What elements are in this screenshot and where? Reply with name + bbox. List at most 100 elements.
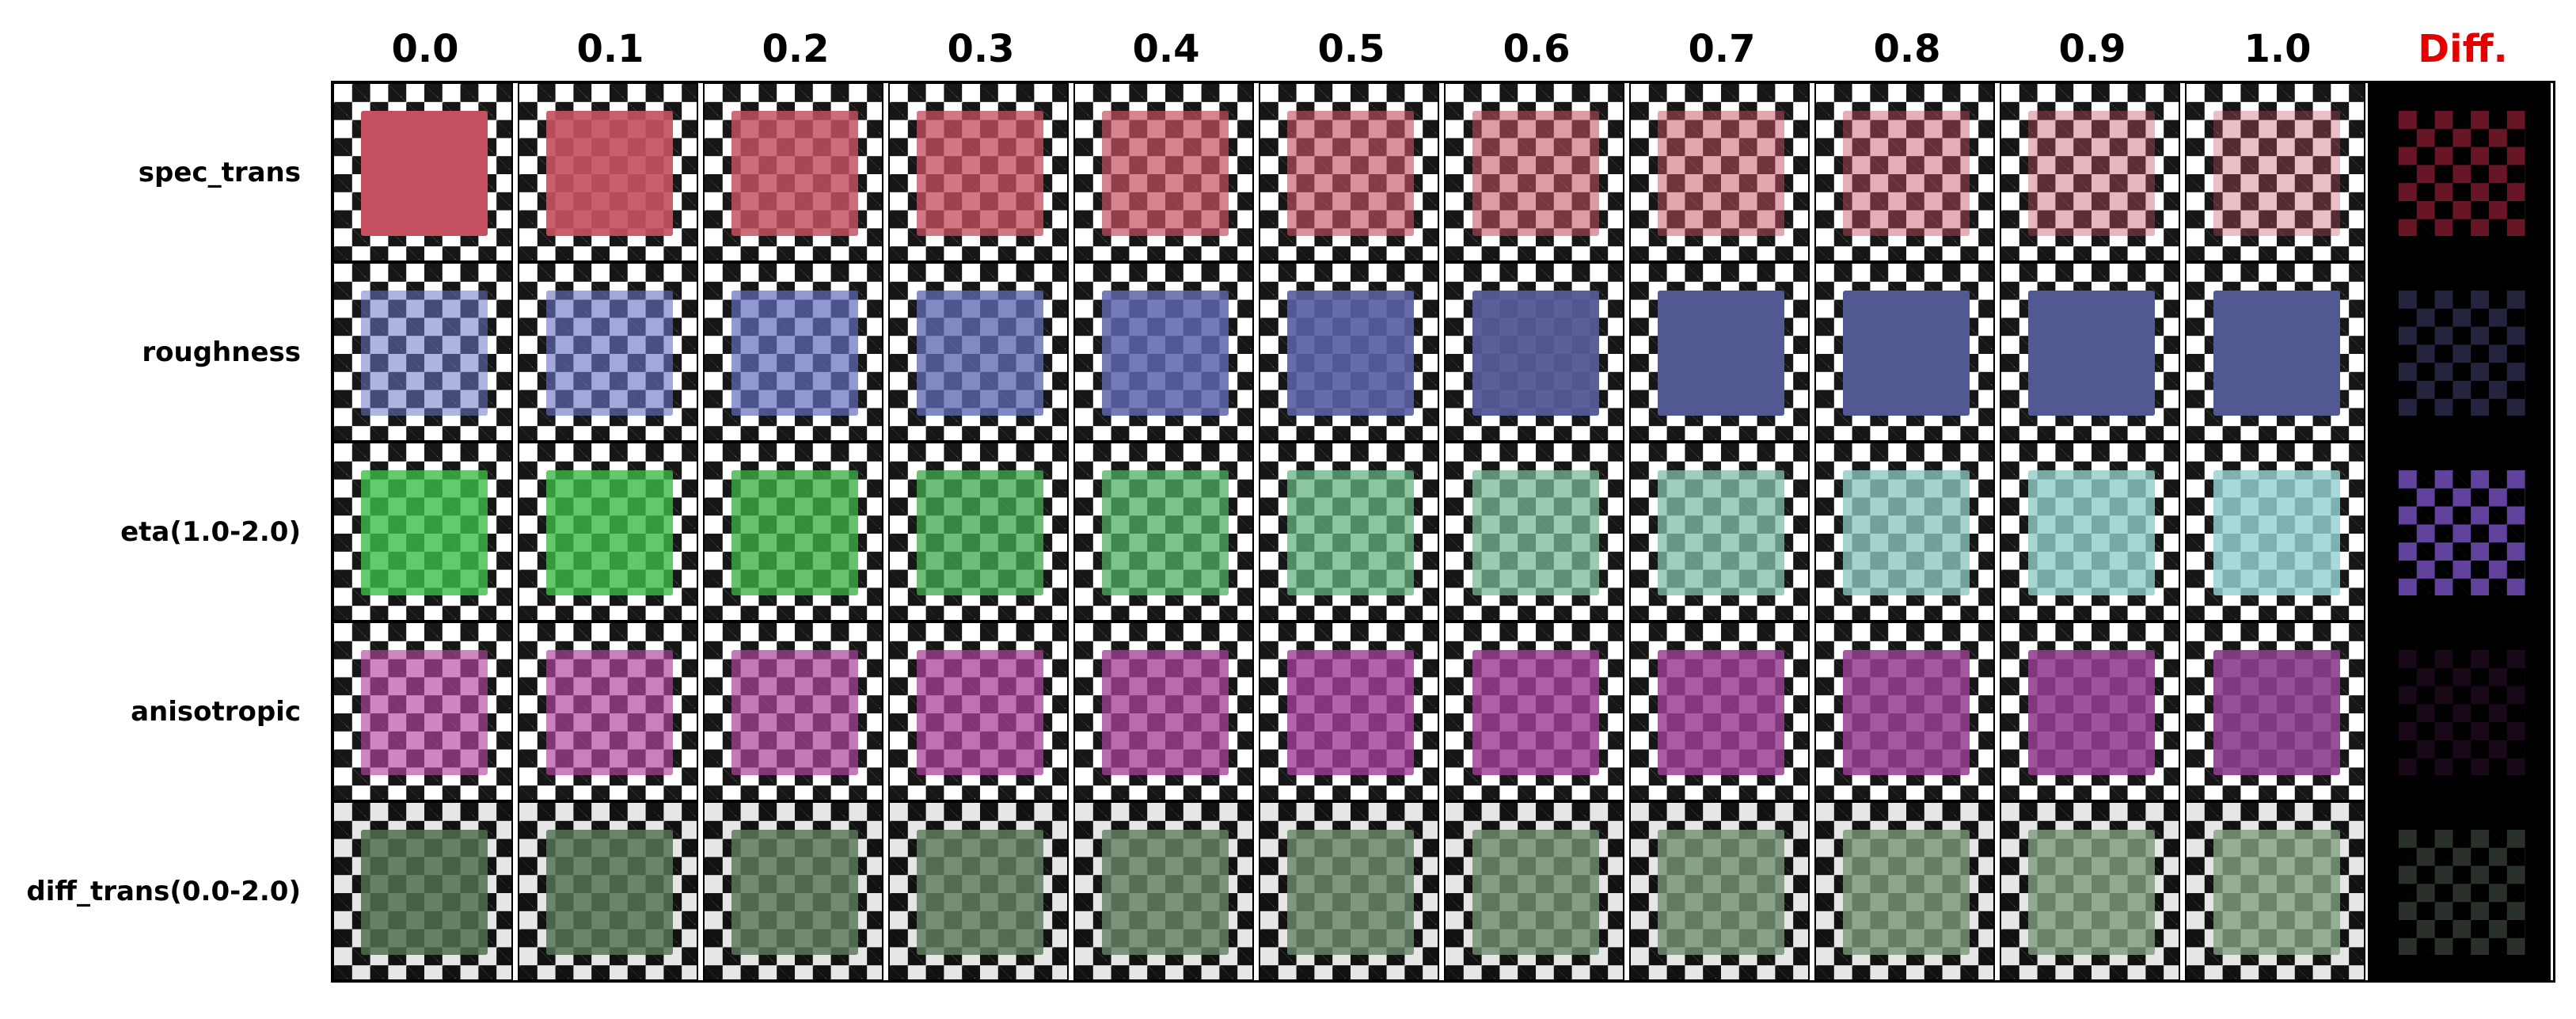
render-panel (703, 622, 883, 801)
material-square (1843, 470, 1970, 595)
diff-checker-pattern (2399, 650, 2525, 775)
material-square (546, 291, 673, 416)
render-panel (1444, 262, 1624, 442)
material-square (1102, 111, 1229, 236)
material-square (2028, 111, 2155, 236)
render-panel (703, 262, 883, 442)
render-panel (2000, 801, 2180, 981)
render-panel (2185, 262, 2365, 442)
diff-checker-pattern (2399, 111, 2525, 236)
render-panel (2000, 82, 2180, 262)
material-square (1287, 650, 1414, 775)
material-square (1658, 291, 1784, 416)
row-label-2: eta(1.0-2.0) (120, 515, 301, 548)
render-panel (518, 622, 698, 801)
render-panel (2185, 801, 2365, 981)
render-panel (1444, 622, 1624, 801)
material-square (1658, 650, 1784, 775)
material-square (1472, 291, 1599, 416)
material-square (917, 650, 1043, 775)
material-square (1287, 291, 1414, 416)
render-panel (518, 262, 698, 442)
render-panel (703, 82, 883, 262)
render-panel (2000, 622, 2180, 801)
render-panel (1259, 262, 1439, 442)
checkerboard-background (2001, 84, 2179, 260)
render-panel (1814, 801, 1995, 981)
column-header-3: 0.3 (947, 27, 1015, 71)
render-panel (1259, 622, 1439, 801)
render-panel (1629, 262, 1810, 442)
diff-panel (2370, 82, 2551, 262)
material-square (1472, 650, 1599, 775)
material-square (2028, 291, 2155, 416)
render-panel (332, 801, 513, 981)
material-square (731, 470, 858, 595)
material-square (1843, 111, 1970, 236)
column-header-9: 0.9 (2058, 27, 2126, 71)
diff-panel (2370, 622, 2551, 801)
render-panel (2185, 442, 2365, 622)
material-square (361, 291, 488, 416)
material-square (1102, 291, 1229, 416)
render-panel (2000, 262, 2180, 442)
render-panel (1259, 82, 1439, 262)
row-label-4: diff_trans(0.0-2.0) (26, 875, 301, 907)
material-square (1472, 830, 1599, 955)
material-square (1843, 291, 1970, 416)
material-square (1287, 470, 1414, 595)
render-panel (2000, 442, 2180, 622)
material-square (361, 470, 488, 595)
material-square (546, 830, 673, 955)
render-panel (703, 442, 883, 622)
render-panel (1814, 622, 1995, 801)
material-square (1843, 830, 1970, 955)
render-panel (2185, 622, 2365, 801)
render-panel (332, 622, 513, 801)
render-panel (1073, 82, 1254, 262)
column-header-10: 1.0 (2244, 27, 2312, 71)
column-header-1: 0.1 (576, 27, 644, 71)
diff-checker-pattern (2399, 470, 2525, 595)
material-square (2028, 470, 2155, 595)
render-panel (1629, 82, 1810, 262)
row-label-1: roughness (142, 336, 301, 368)
material-square (2213, 470, 2340, 595)
render-panel (888, 622, 1069, 801)
material-square (361, 830, 488, 955)
column-header-0: 0.0 (391, 27, 459, 71)
render-panel (2185, 82, 2365, 262)
material-square (731, 650, 858, 775)
material-square (1102, 650, 1229, 775)
render-panel (332, 442, 513, 622)
render-panel (1629, 442, 1810, 622)
material-square (361, 650, 488, 775)
material-square (1658, 470, 1784, 595)
render-panel (518, 442, 698, 622)
checkerboard-background (1816, 84, 1993, 260)
diff-panel (2370, 442, 2551, 622)
material-square (2028, 830, 2155, 955)
render-panel (1814, 82, 1995, 262)
render-panel (518, 82, 698, 262)
column-header-7: 0.7 (1688, 27, 1756, 71)
material-square (1102, 470, 1229, 595)
material-square (1102, 830, 1229, 955)
material-square (1843, 650, 1970, 775)
column-header-diff: Diff. (2418, 27, 2508, 71)
column-header-5: 0.5 (1317, 27, 1385, 71)
material-square (2213, 111, 2340, 236)
material-square (2213, 830, 2340, 955)
material-square (917, 111, 1043, 236)
material-square (546, 470, 673, 595)
render-panel (1629, 801, 1810, 981)
render-panel (1444, 442, 1624, 622)
render-panel (1444, 82, 1624, 262)
render-panel (1629, 622, 1810, 801)
row-label-0: spec_trans (138, 156, 301, 188)
material-square (1658, 111, 1784, 236)
material-square (1287, 830, 1414, 955)
material-square (361, 111, 488, 236)
render-panel (1814, 442, 1995, 622)
